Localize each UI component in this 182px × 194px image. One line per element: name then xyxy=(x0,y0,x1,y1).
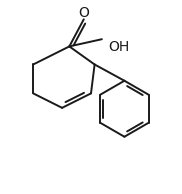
Text: O: O xyxy=(78,6,89,20)
Text: OH: OH xyxy=(108,40,129,54)
